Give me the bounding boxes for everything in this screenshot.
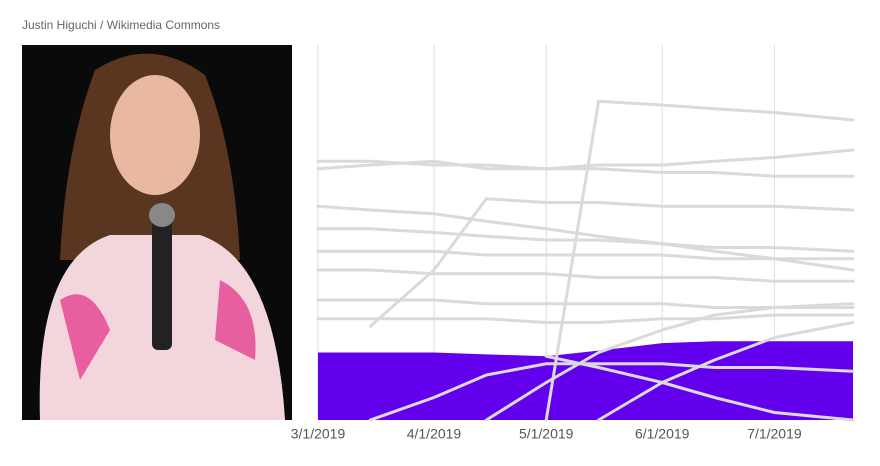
line [544,354,855,422]
line [316,159,855,178]
x-tick-label: 5/1/2019 [519,426,574,442]
line [316,204,855,272]
photo [22,45,292,420]
photo-credit: Justin Higuchi / Wikimedia Commons [22,18,221,32]
line [544,99,855,422]
line [316,249,855,261]
area [318,341,853,420]
line [368,197,855,328]
line [316,268,855,283]
line [316,148,855,171]
x-tick-label: 4/1/2019 [407,426,462,442]
x-tick-label: 7/1/2019 [747,426,802,442]
line [316,227,855,253]
x-tick-label: 6/1/2019 [635,426,690,442]
line [597,321,855,422]
line [316,313,855,324]
line [316,298,855,309]
line [484,302,855,422]
line [368,362,855,422]
x-tick-label: 3/1/2019 [291,426,346,442]
